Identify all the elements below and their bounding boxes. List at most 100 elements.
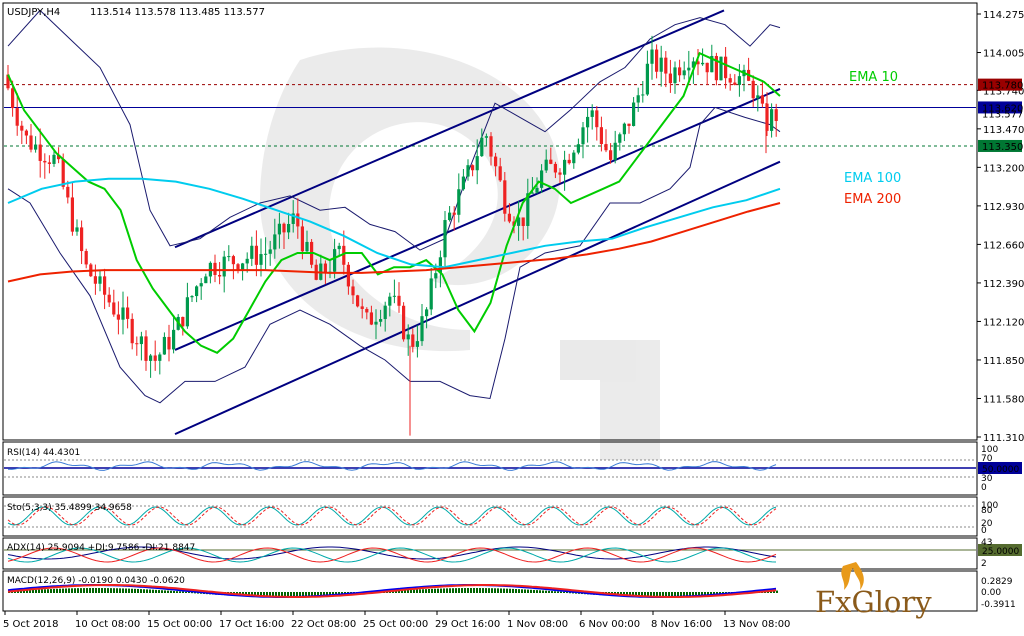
sto-tick-label: 20 [981,519,993,529]
macd-histogram-bar [158,590,160,593]
bear-candle [24,130,28,136]
y-tick-label: 111.580 [983,394,1024,405]
current-price-tag-bg [978,101,1022,114]
flame-icon [841,562,864,590]
macd-histogram-bar [149,589,151,593]
bear-candle [411,334,415,347]
macd-histogram-bar [311,592,313,597]
bull-candle [710,55,714,73]
bull-candle [52,154,56,164]
macd-histogram-bar [680,592,682,597]
macd-histogram-bar [47,589,49,593]
bull-candle [632,102,636,126]
macd-histogram-bar [131,588,133,593]
bear-candle [84,251,88,265]
bear-candle [655,49,659,72]
macd-histogram-bar [323,592,325,597]
macd-histogram-bar [476,588,478,593]
bear-candle [11,88,15,109]
bear-candle [126,307,130,319]
bear-candle [678,67,682,76]
bear-candle [323,263,327,273]
bear-candle [714,55,718,81]
macd-histogram-bar [293,592,295,597]
bear-candle [558,172,562,175]
bear-candle [567,159,571,164]
bear-candle [236,264,240,271]
bull-candle [466,165,470,177]
bull-candle [149,355,153,361]
macd-histogram-bar [140,589,142,593]
macd-tick-label: -0.3911 [981,600,1016,610]
macd-histogram-bar [263,592,265,597]
bull-candle [392,295,396,297]
bull-candle [98,276,102,284]
macd-histogram-bar [86,588,88,593]
bull-candle [337,245,341,250]
bear-candle [57,154,61,160]
rsi-title: RSI(14) 44.4301 [7,448,80,458]
bear-candle [66,186,70,198]
macd-histogram-bar [38,589,40,593]
macd-histogram-bar [569,592,571,594]
bull-candle [719,56,723,81]
bear-candle [112,302,116,315]
bear-candle [116,314,120,320]
bull-candle [333,249,337,272]
macd-histogram-bar [290,592,292,597]
macd-histogram-bar [773,590,775,593]
x-tick-label: 15 Oct 00:00 [147,619,212,630]
adx-level-tag-bg [978,544,1022,556]
bear-candle [489,136,493,157]
macd-histogram-bar [533,589,535,593]
bull-candle [287,223,291,233]
macd-histogram-bar [494,588,496,593]
bull-candle [618,134,622,143]
bear-candle [130,318,134,344]
macd-histogram-bar [179,591,181,593]
bear-candle [153,355,157,361]
macd-histogram-bar [332,592,334,596]
macd-histogram-bar [335,592,337,596]
macd-histogram-bar [275,592,277,597]
adx-line [7,546,777,560]
bear-candle [494,156,498,167]
macd-histogram-bar [83,588,85,593]
macd-histogram-bar [410,589,412,593]
macd-histogram-bar [776,590,778,593]
bear-candle [728,78,732,83]
bull-candle [264,253,268,255]
macd-histogram-bar [692,592,694,597]
macd-histogram-bar [53,588,55,593]
bear-candle [549,159,553,164]
macd-histogram-bar [428,588,430,593]
macd-histogram-bar [509,588,511,593]
x-tick-label: 13 Nov 08:00 [723,619,790,630]
macd-histogram-bar [32,589,34,593]
bull-candle [121,307,125,320]
bull-candle [250,245,254,259]
ohlc-label: 113.514 113.578 113.485 113.577 [90,7,265,18]
macd-histogram-bar [137,588,139,593]
bollinger-bands [7,9,781,404]
macd-histogram-bar [74,588,76,593]
macd-histogram-bar [539,590,541,593]
main-chart-frame [2,2,978,441]
y-tick-label: 113.200 [983,163,1024,174]
macd-histogram-bar [128,588,130,593]
macd-histogram-bar [116,588,118,593]
bear-candle [724,56,728,79]
macd-histogram-bar [191,592,193,594]
macd-histogram-bar [656,592,658,597]
macd-histogram-bar [665,592,667,597]
macd-histogram-bar [470,588,472,593]
bear-candle [144,336,148,361]
bull-candle [425,309,429,317]
bear-candle [29,135,33,150]
bull-candle [590,110,594,117]
macd-histogram-bar [173,590,175,593]
macd-histogram-bar [650,592,652,597]
bear-candle [498,166,502,181]
